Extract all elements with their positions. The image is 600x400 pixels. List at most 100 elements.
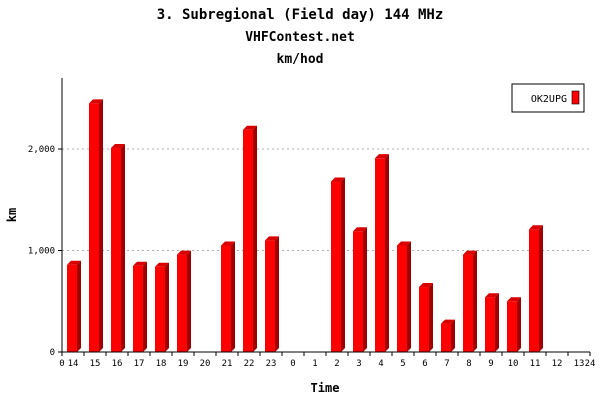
bar-top bbox=[529, 225, 543, 230]
bar-side bbox=[385, 154, 389, 352]
y-tick-label: 1,000 bbox=[28, 247, 55, 257]
bar-front bbox=[221, 245, 231, 352]
x-tick-label: 20 bbox=[200, 359, 211, 369]
bar-front bbox=[485, 297, 495, 352]
bar-front bbox=[375, 158, 385, 352]
bar-side bbox=[143, 261, 147, 352]
bar bbox=[111, 144, 125, 352]
x-tick-label: 8 bbox=[466, 359, 471, 369]
bar-top bbox=[177, 250, 191, 255]
x-tick-label: 17 bbox=[134, 359, 145, 369]
bar-front bbox=[529, 229, 539, 352]
x-tick-label: 21 bbox=[222, 359, 233, 369]
y-tick-labels: 0 1,000 2,000 bbox=[28, 145, 55, 358]
chart-subtitle: VHFContest.net bbox=[245, 30, 355, 45]
bar-top bbox=[221, 241, 235, 246]
bar-side bbox=[363, 227, 367, 352]
x-end-label: 24 bbox=[585, 359, 596, 369]
bar-side bbox=[99, 99, 103, 353]
x-tick-label: 14 bbox=[68, 359, 79, 369]
bar-top bbox=[463, 250, 477, 255]
x-tick-label: 12 bbox=[552, 359, 563, 369]
bar-side bbox=[77, 260, 81, 352]
bar-top bbox=[67, 260, 81, 265]
bar-front bbox=[397, 245, 407, 352]
bar-top bbox=[419, 283, 433, 288]
bar-front bbox=[265, 240, 275, 352]
legend-swatch bbox=[571, 90, 580, 105]
bar bbox=[529, 225, 543, 352]
bar-front bbox=[419, 287, 429, 352]
x-tick-label: 19 bbox=[178, 359, 189, 369]
bar bbox=[133, 261, 147, 352]
x-tick-label: 3 bbox=[356, 359, 361, 369]
bar-front bbox=[155, 266, 165, 352]
bar bbox=[419, 283, 433, 352]
axes bbox=[58, 78, 591, 356]
x-tick-label: 22 bbox=[244, 359, 255, 369]
x-start-label: 0 bbox=[59, 359, 64, 369]
bar bbox=[331, 177, 345, 352]
legend-label: OK2UPG bbox=[531, 94, 567, 105]
x-tick-label: 6 bbox=[422, 359, 427, 369]
bar-top bbox=[397, 241, 411, 246]
bar-side bbox=[407, 241, 411, 352]
bar-top bbox=[375, 154, 389, 159]
bar-top bbox=[265, 236, 279, 241]
bar bbox=[375, 154, 389, 352]
gridlines bbox=[62, 148, 590, 252]
y-tick-label: 0 bbox=[50, 348, 55, 358]
bar bbox=[67, 260, 81, 352]
x-tick-label: 16 bbox=[112, 359, 123, 369]
bar bbox=[243, 125, 257, 352]
x-tick-label: 23 bbox=[266, 359, 277, 369]
bar-side bbox=[539, 225, 543, 352]
bar-front bbox=[177, 254, 187, 352]
bar-front bbox=[133, 265, 143, 352]
x-axis-label: Time bbox=[311, 381, 340, 395]
bar-side bbox=[473, 250, 477, 352]
bar bbox=[265, 236, 279, 352]
bar bbox=[485, 293, 499, 352]
legend: OK2UPG bbox=[511, 83, 585, 113]
bar bbox=[397, 241, 411, 352]
bar-side bbox=[495, 293, 499, 352]
bar bbox=[89, 99, 103, 353]
x-tick-label: 1 bbox=[312, 359, 317, 369]
x-tick-label: 11 bbox=[530, 359, 541, 369]
bar-front bbox=[507, 301, 517, 352]
bar-top bbox=[353, 227, 367, 232]
bar bbox=[177, 250, 191, 352]
y-axis-label: km bbox=[5, 208, 19, 222]
x-tick-label: 18 bbox=[156, 359, 167, 369]
bar-top bbox=[485, 293, 499, 298]
x-tick-label: 4 bbox=[378, 359, 383, 369]
bar-side bbox=[165, 262, 169, 352]
bar bbox=[441, 319, 455, 352]
x-tick-label: 15 bbox=[90, 359, 101, 369]
bar-top bbox=[243, 125, 257, 130]
bar bbox=[463, 250, 477, 352]
bar-side bbox=[187, 250, 191, 352]
bar-top bbox=[133, 261, 147, 266]
bar-top bbox=[111, 144, 125, 149]
x-tick-labels: 0 24 14 15 16 17 18 19 20 21 22 23 0 1 2 3 4 5 6 7 8 9 10 11 1… bbox=[59, 359, 595, 369]
bar-front bbox=[67, 264, 77, 352]
bar-front bbox=[243, 129, 253, 352]
bar-side bbox=[341, 177, 345, 352]
bar-front bbox=[111, 148, 121, 352]
bar-side bbox=[517, 297, 521, 352]
bar-top bbox=[89, 99, 103, 104]
bar-side bbox=[231, 241, 235, 352]
y-tick-label: 2,000 bbox=[28, 145, 55, 155]
x-tick-label: 9 bbox=[488, 359, 493, 369]
bar-side bbox=[121, 144, 125, 352]
chart-title: 3. Subregional (Field day) 144 MHz bbox=[157, 7, 444, 23]
bar-top bbox=[441, 319, 455, 324]
x-tick-label: 10 bbox=[508, 359, 519, 369]
bar-front bbox=[441, 323, 451, 352]
bar-top bbox=[331, 177, 345, 182]
bar-side bbox=[275, 236, 279, 352]
x-tick-label: 7 bbox=[444, 359, 449, 369]
